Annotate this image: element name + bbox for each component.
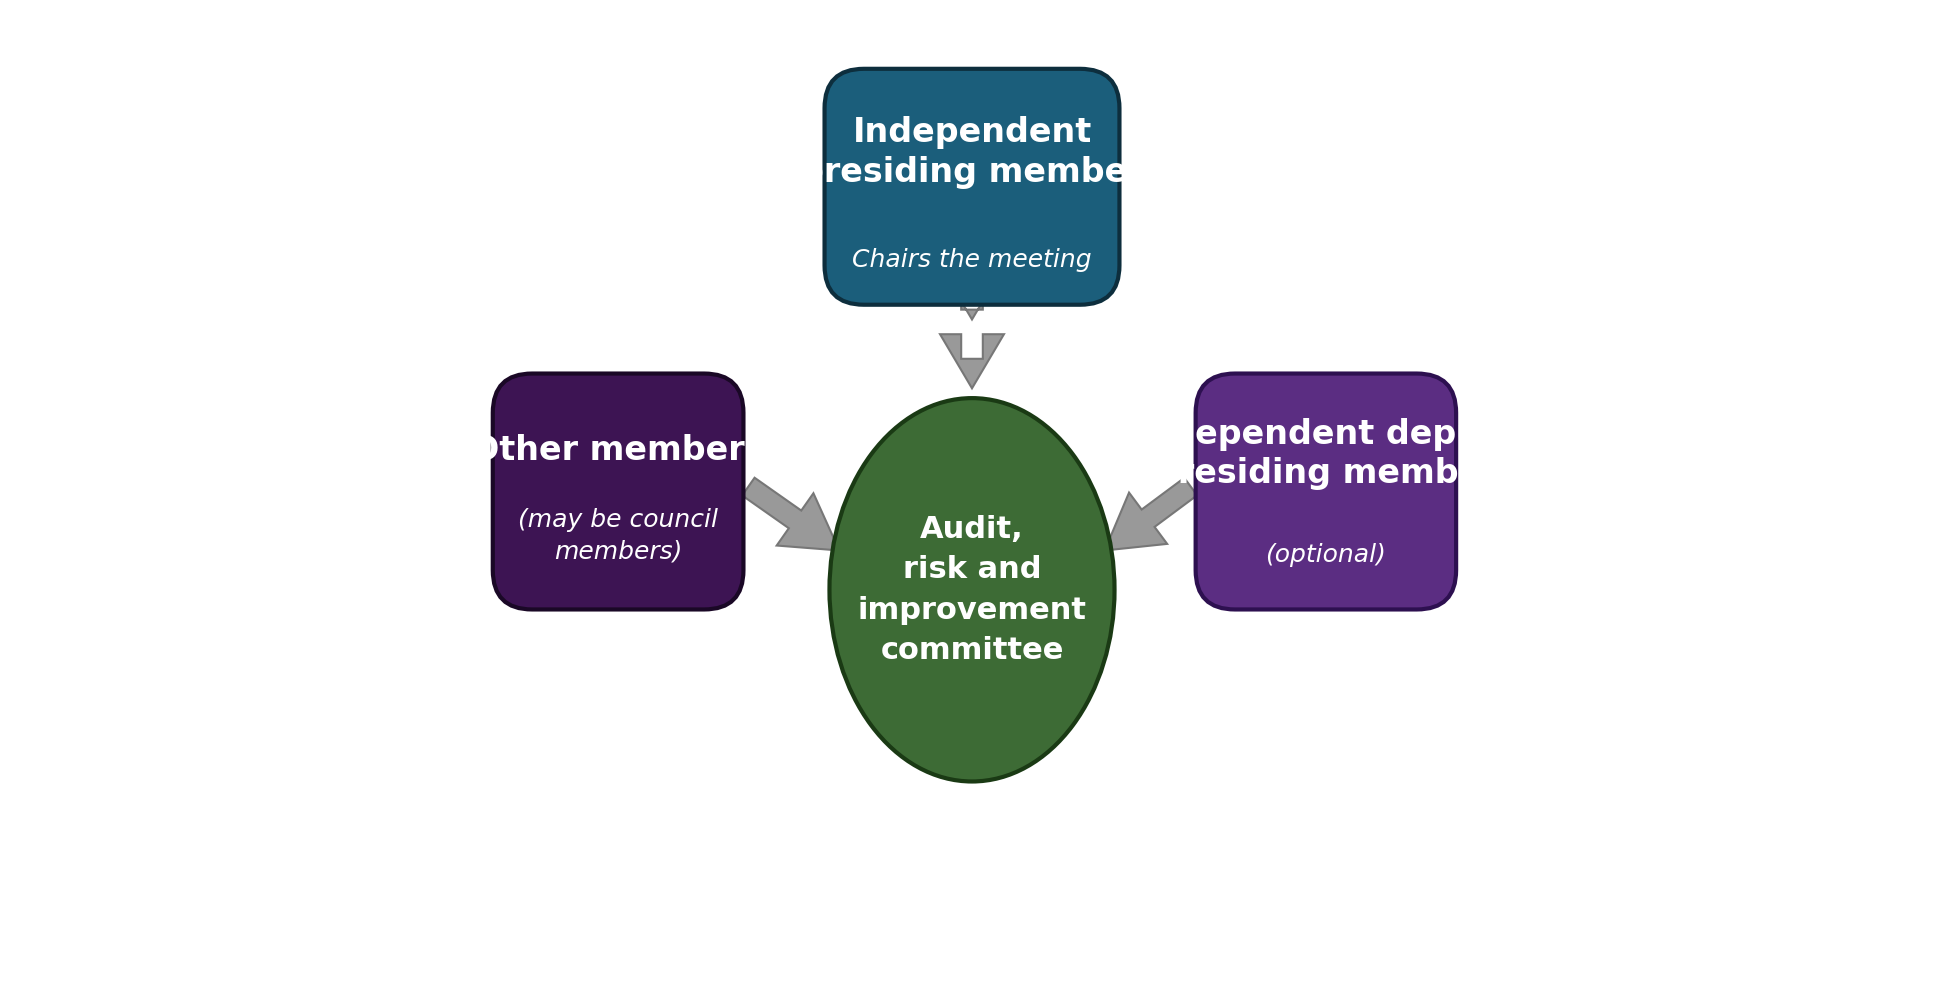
- FancyBboxPatch shape: [492, 374, 743, 609]
- Text: (may be council
members): (may be council members): [519, 508, 717, 563]
- Text: Chairs the meeting: Chairs the meeting: [851, 249, 1093, 272]
- Polygon shape: [743, 478, 840, 550]
- Polygon shape: [941, 334, 1003, 388]
- Text: Independent deputy
presiding member: Independent deputy presiding member: [1135, 418, 1516, 491]
- FancyBboxPatch shape: [1196, 374, 1456, 609]
- Polygon shape: [941, 265, 1003, 319]
- Text: Independent
presiding member: Independent presiding member: [801, 116, 1143, 189]
- Polygon shape: [1104, 478, 1198, 550]
- Text: Audit,
risk and
improvement
committee: Audit, risk and improvement committee: [857, 514, 1087, 665]
- FancyBboxPatch shape: [824, 69, 1120, 305]
- Text: Other members: Other members: [470, 434, 764, 467]
- Ellipse shape: [830, 398, 1114, 781]
- Text: (optional): (optional): [1266, 544, 1386, 567]
